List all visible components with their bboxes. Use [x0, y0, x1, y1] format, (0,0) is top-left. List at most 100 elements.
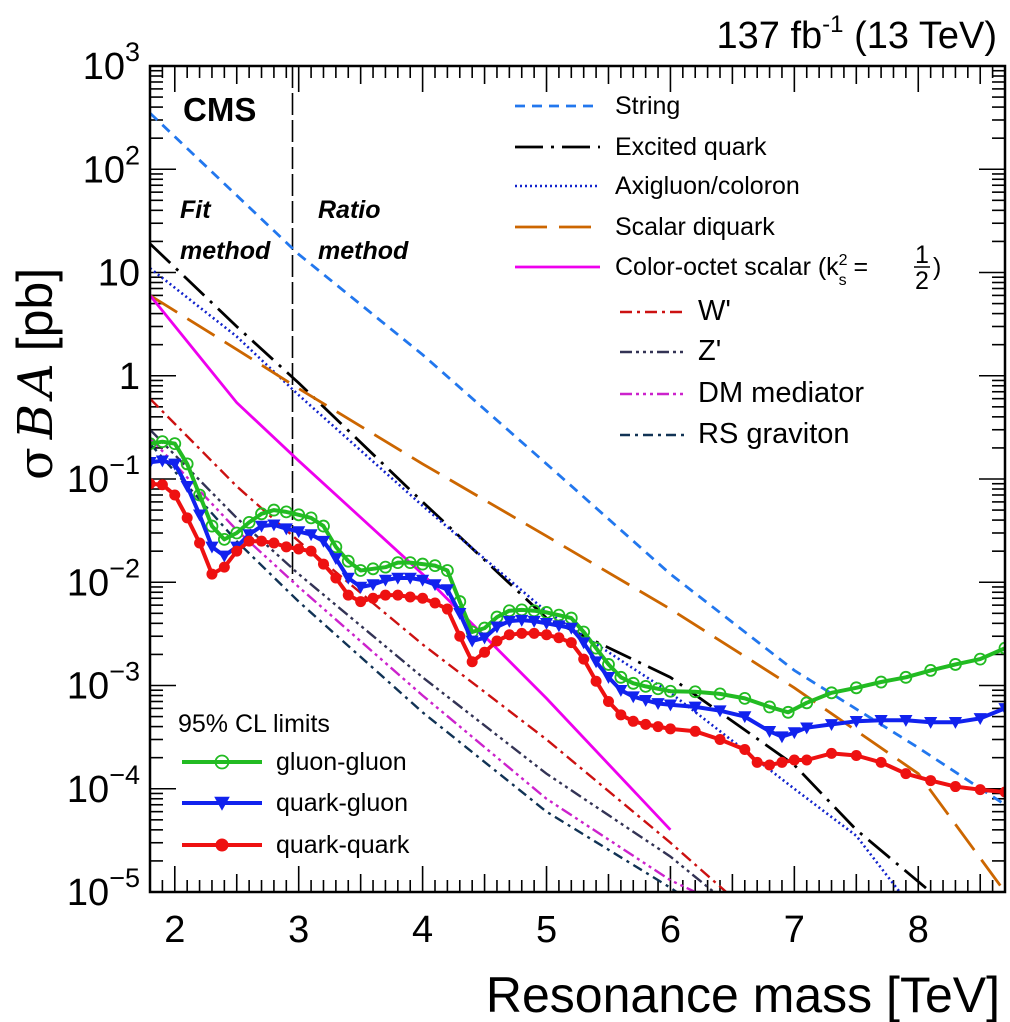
limit-marker	[849, 716, 863, 728]
legend-fraction-denominator: 2	[915, 267, 929, 295]
svg-text:σBA[pb]: σBA[pb]	[7, 268, 64, 480]
limit-marker	[602, 658, 615, 671]
limit-marker	[279, 523, 293, 536]
model-legend: String Excited quark Axigluon/coloron Scala…	[515, 92, 941, 450]
limit-marker	[640, 718, 652, 730]
y-tick-label: 10−1	[67, 450, 140, 501]
limit-marker	[973, 652, 987, 666]
y-tick-label: 10	[98, 253, 140, 295]
limit-marker	[528, 627, 540, 639]
limit-marker	[267, 503, 281, 517]
legend-label: String	[615, 92, 680, 120]
limit-marker	[900, 768, 912, 780]
limit-marker	[180, 457, 194, 471]
limit-marker	[341, 572, 355, 585]
limit-marker	[539, 618, 554, 630]
limit-marker	[454, 630, 466, 642]
limit-marker	[477, 632, 492, 645]
limit-marker	[392, 589, 404, 601]
limit-marker	[998, 703, 1005, 716]
limit-marker	[293, 543, 305, 555]
limit-marker	[688, 685, 702, 699]
limit-marker	[589, 641, 603, 655]
legend-label: quark-quark	[276, 831, 410, 859]
signal-model-curves	[150, 112, 1005, 892]
limit-marker	[801, 754, 813, 766]
y-axis-title: σBA[pb]	[7, 268, 64, 480]
limit-marker	[440, 584, 454, 597]
limit-marker	[231, 545, 243, 557]
limit-marker	[874, 675, 888, 689]
limit-marker	[615, 709, 627, 721]
limit-marker	[205, 541, 219, 554]
legend-close-paren: )	[933, 253, 941, 281]
model-curve-color-octet-scalar	[150, 294, 672, 831]
lumi-label: 137 fb-1 (13 TeV)	[717, 11, 997, 57]
model-curve-scalar-diquark	[150, 294, 1005, 892]
limit-marker	[218, 561, 230, 573]
y-tick-label: 1	[119, 356, 140, 398]
legend-label: gluon-gluon	[276, 748, 407, 776]
limit-marker	[150, 478, 156, 490]
limit-marker	[602, 695, 614, 707]
x-axis-title: Resonance mass [TeV]	[486, 967, 1000, 1022]
limit-marker	[874, 715, 888, 727]
axis-ticks	[149, 66, 1006, 893]
limit-marker	[453, 608, 467, 620]
limit-marker	[215, 838, 229, 852]
y-tick-label: 10−4	[67, 760, 140, 811]
model-curve-string	[150, 112, 1005, 806]
limit-marker	[391, 556, 405, 569]
limit-marker	[416, 574, 430, 587]
limit-marker	[688, 701, 702, 714]
limit-marker	[217, 533, 231, 546]
limit-marker	[206, 568, 218, 580]
limit-marker	[329, 540, 343, 554]
limit-marker	[776, 756, 788, 768]
limit-marker	[973, 713, 987, 726]
limit-marker	[751, 756, 763, 768]
limit-marker	[738, 691, 752, 705]
limit-marker	[181, 512, 193, 524]
limit-marker	[999, 786, 1005, 798]
x-tick-label: 8	[908, 909, 929, 951]
limit-marker	[541, 629, 553, 641]
limit-marker	[194, 537, 206, 549]
model-curve-w-	[150, 397, 727, 892]
limit-marker	[552, 620, 566, 633]
limit-marker	[627, 715, 639, 727]
limit-marker	[242, 529, 256, 542]
limit-marker	[925, 775, 937, 787]
limit-marker	[738, 711, 752, 724]
limit-marker	[824, 719, 839, 731]
x-tick-label: 6	[660, 909, 681, 951]
limit-marker	[155, 435, 169, 449]
limit-marker	[214, 754, 230, 770]
limit-marker	[279, 505, 293, 519]
legend-label: Excited quark	[615, 133, 767, 161]
limit-marker	[515, 614, 529, 627]
legend-label: Scalar diquark	[615, 213, 775, 241]
legend-label: Axigluon/coloron	[615, 172, 800, 200]
limit-marker	[639, 694, 653, 707]
limit-marker	[429, 597, 441, 609]
limit-marker	[714, 733, 726, 745]
limit-marker	[292, 508, 306, 522]
limit-marker	[379, 560, 392, 574]
legend-label: W'	[698, 295, 731, 327]
limit-marker	[762, 726, 777, 738]
limit-marker	[875, 756, 887, 768]
limits-legend: gluon-gluon quark-gluon quark-quark	[182, 748, 410, 859]
limit-marker	[180, 481, 194, 493]
limit-marker	[589, 656, 603, 669]
limit-marker	[403, 556, 417, 569]
legend-label: RS graviton	[698, 418, 850, 450]
limit-marker	[366, 579, 380, 592]
limit-marker	[367, 592, 379, 604]
limit-marker	[330, 572, 342, 584]
limit-marker	[168, 458, 182, 471]
limit-marker	[366, 562, 380, 576]
limit-marker	[553, 632, 565, 644]
y-tick-label: 10−2	[67, 553, 140, 604]
